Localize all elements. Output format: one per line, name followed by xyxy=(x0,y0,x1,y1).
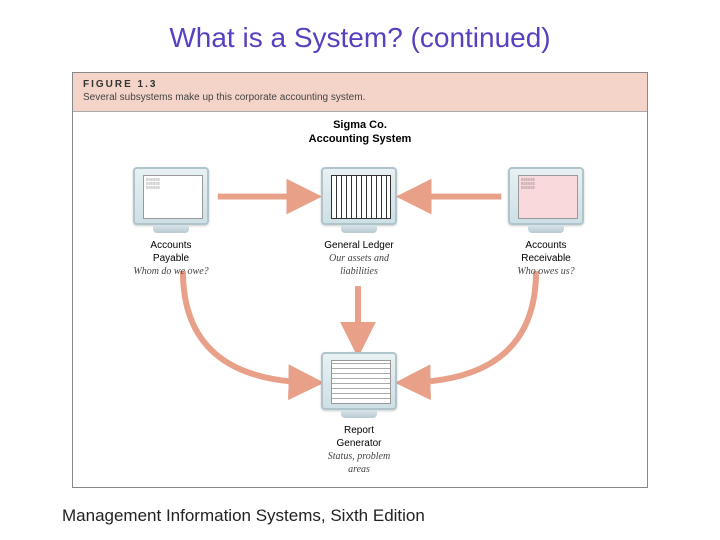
figure-caption: Several subsystems make up this corporat… xyxy=(83,92,637,103)
arrow-accounts_payable-to-report_generator xyxy=(183,271,312,382)
node-title: AccountsPayable xyxy=(150,240,191,264)
node-accounts-receivable: ≡≡≡≡≡≡≡≡≡≡≡≡≡≡≡≡≡≡ AccountsReceivable Wh… xyxy=(508,167,584,278)
node-title: General Ledger xyxy=(324,240,394,251)
node-accounts-payable: ≡≡≡≡≡≡≡≡≡≡≡≡≡≡≡≡≡≡ AccountsPayable Whom … xyxy=(133,167,209,278)
diagram-title-line1: Sigma Co. xyxy=(333,119,387,131)
figure-header: FIGURE 1.3 Several subsystems make up th… xyxy=(73,73,647,112)
document-icon: ≡≡≡≡≡≡≡≡≡≡≡≡≡≡≡≡≡≡ xyxy=(143,175,203,219)
node-subtitle: Whom do we owe? xyxy=(133,266,208,277)
monitor-icon xyxy=(321,167,397,225)
monitor-icon: ≡≡≡≡≡≡≡≡≡≡≡≡≡≡≡≡≡≡ xyxy=(133,167,209,225)
diagram-title-line2: Accounting System xyxy=(309,133,412,145)
diagram-area: Sigma Co. Accounting System ≡≡≡≡≡≡≡≡≡≡≡≡… xyxy=(73,112,647,488)
slide-footer: Management Information Systems, Sixth Ed… xyxy=(62,506,425,526)
node-title: ReportGenerator xyxy=(336,425,381,449)
node-label: ReportGenerator Status, problem areas xyxy=(321,424,397,476)
node-subtitle: Our assets andliabilities xyxy=(329,253,389,277)
node-subtitle: Who owes us? xyxy=(517,266,574,277)
node-general-ledger: General Ledger Our assets andliabilities xyxy=(321,167,397,278)
node-subtitle: Status, problem areas xyxy=(328,451,390,475)
arrow-accounts_receivable-to-report_generator xyxy=(407,271,536,382)
document-icon: ≡≡≡≡≡≡≡≡≡≡≡≡≡≡≡≡≡≡ xyxy=(518,175,578,219)
diagram-title: Sigma Co. Accounting System xyxy=(73,112,647,147)
monitor-icon: ≡≡≡≡≡≡≡≡≡≡≡≡≡≡≡≡≡≡ xyxy=(508,167,584,225)
grid-icon xyxy=(331,360,391,404)
node-label: General Ledger Our assets andliabilities xyxy=(321,239,397,278)
slide-title: What is a System? (continued) xyxy=(0,0,720,64)
node-report-generator: ReportGenerator Status, problem areas xyxy=(321,352,397,476)
node-label: AccountsReceivable Who owes us? xyxy=(508,239,584,278)
figure-box: FIGURE 1.3 Several subsystems make up th… xyxy=(72,72,648,488)
node-label: AccountsPayable Whom do we owe? xyxy=(133,239,209,278)
ledger-icon xyxy=(331,175,391,219)
figure-number: FIGURE 1.3 xyxy=(83,79,637,90)
node-title: AccountsReceivable xyxy=(521,240,570,264)
monitor-icon xyxy=(321,352,397,410)
